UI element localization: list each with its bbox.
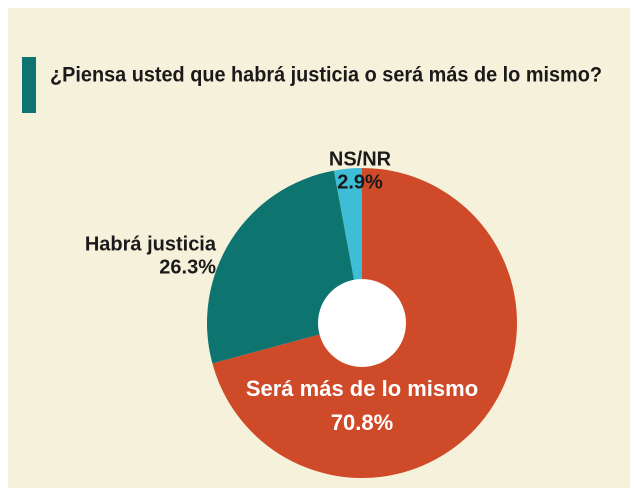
chart-title: ¿Piensa usted que habrá justicia o será … <box>50 64 602 87</box>
donut-hole <box>318 279 406 367</box>
slice-label: NS/NR <box>329 148 392 170</box>
title-marker <box>22 57 36 113</box>
slice-value-label: 70.8% <box>331 410 393 435</box>
slice-label: Será más de lo mismo <box>246 376 478 401</box>
slice-value-label: 26.3% <box>159 256 216 278</box>
slice-label: Habrá justicia <box>85 233 217 255</box>
slice-value-label: 2.9% <box>337 171 383 193</box>
